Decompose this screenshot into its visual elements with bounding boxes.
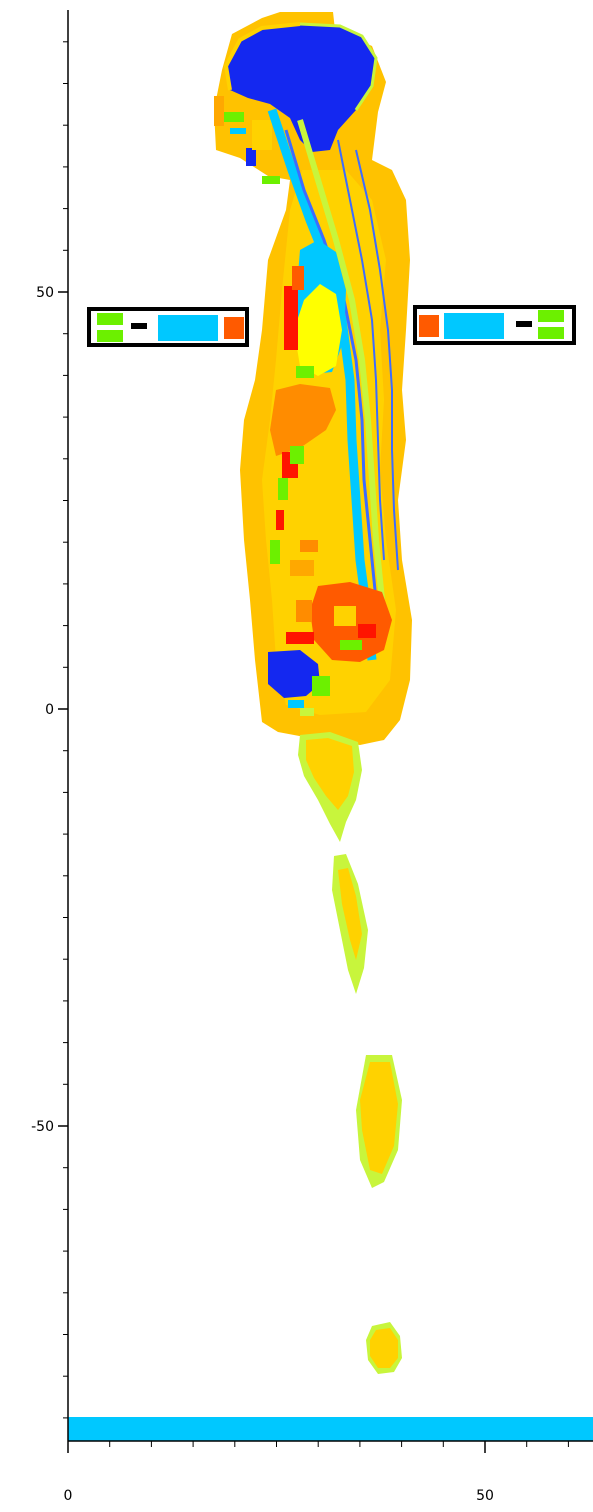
bowel-yellow-1 [334, 606, 356, 626]
right-detector-green-bottom [538, 327, 564, 339]
x-major-ticks: 0 50 [64, 1441, 494, 1504]
ankle-core [370, 1328, 398, 1368]
x-tick-label: 0 [64, 1488, 73, 1504]
x-tick-label: 50 [476, 1488, 494, 1504]
right-detector-cyan [444, 313, 504, 339]
right-detector-green-top [538, 310, 564, 322]
abdomen-green-3 [270, 540, 280, 564]
right-detector [413, 305, 576, 345]
skull-rim-left [223, 22, 301, 91]
abdomen-orange-2 [300, 540, 318, 552]
knee-core [338, 868, 362, 960]
face-orange-1 [214, 96, 224, 126]
abdomen-orange-1 [290, 560, 314, 576]
bowel-orange-3 [296, 600, 312, 622]
leg-pieces [298, 732, 402, 1374]
pelvis-cyan [288, 700, 304, 708]
left-detector-green-bottom [97, 330, 123, 342]
face-green-2 [262, 176, 280, 184]
left-detector-cyan [158, 315, 218, 341]
couch-floor [68, 1417, 593, 1441]
left-detector-bar [131, 323, 147, 329]
bowel-red-2 [286, 632, 314, 644]
axes: 50 0 -50 0 50 [31, 10, 593, 1504]
left-detector-green-top [97, 313, 123, 325]
bowel-red-1 [358, 624, 376, 638]
back-blue-line-2 [355, 149, 399, 571]
right-detector-orange [419, 315, 439, 337]
y-major-ticks: 50 0 -50 [31, 285, 68, 1135]
bowel-green-1 [340, 640, 362, 650]
body-phantom [214, 12, 412, 745]
back-blue-line-1 [337, 139, 385, 561]
y-tick-label: 0 [45, 702, 54, 718]
pelvis-green-2 [300, 708, 314, 716]
abdomen-green-2 [278, 478, 288, 500]
face-yellow-1 [252, 120, 272, 150]
spinal-cord-blue [284, 129, 378, 601]
spinal-canal-cyan [267, 108, 377, 661]
bladder-blue [268, 650, 320, 698]
pelvis-green [312, 676, 330, 696]
vertebrae-green [297, 119, 385, 601]
thorax-orange-strip [292, 266, 304, 290]
skull-rim-right [299, 22, 378, 111]
thigh-core [306, 738, 354, 810]
face-cyan-1 [230, 128, 246, 134]
face-green-1 [222, 112, 244, 122]
lung-yellow [294, 284, 342, 376]
y-tick-label: 50 [36, 285, 54, 301]
liver-orange [270, 384, 336, 456]
face-blue-1 [246, 148, 256, 166]
y-tick-label: -50 [31, 1119, 54, 1135]
brain [226, 24, 376, 152]
calf-core [360, 1062, 398, 1174]
left-detector [87, 307, 249, 347]
heart-red [284, 286, 298, 350]
thorax-green [296, 366, 314, 378]
right-detector-bar [516, 321, 532, 327]
y-minor-ticks [63, 41, 68, 1419]
abdomen-red-2 [276, 510, 284, 530]
left-detector-orange [224, 317, 244, 339]
abdomen-green-1 [290, 446, 304, 464]
